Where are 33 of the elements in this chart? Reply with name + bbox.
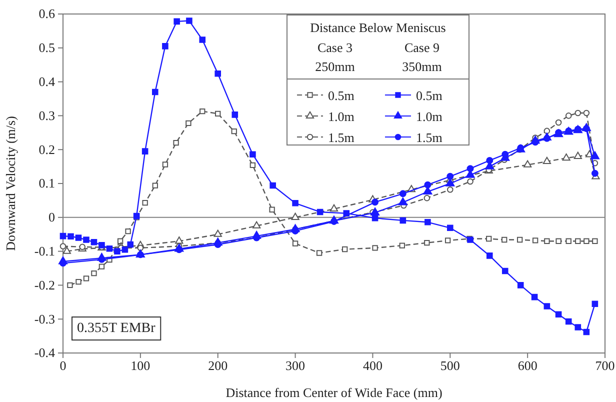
annotation: 0.355T EMBr (77, 321, 156, 336)
x-tick-label: 400 (362, 358, 382, 374)
legend-label: 1.0m (328, 109, 354, 124)
y-tick-label: -0.4 (34, 345, 56, 360)
y-tick-label: -0.1 (34, 243, 55, 258)
y-tick-label: -0.3 (34, 311, 55, 326)
annotation: Case 9 (404, 40, 440, 55)
y-axis-title: Downward Velocity (m/s) (3, 116, 18, 251)
x-axis-title: Distance from Center of Wide Face (mm) (226, 385, 442, 400)
legend-label: 0.5m (416, 88, 442, 103)
y-tick-label: -0.2 (34, 277, 55, 292)
legend-label: 1.5m (328, 130, 354, 145)
legend-label: 1.0m (416, 109, 442, 124)
x-tick-label: 100 (130, 358, 150, 374)
x-tick-label: 200 (208, 358, 228, 374)
y-tick-label: 0.6 (38, 6, 56, 22)
x-tick-label: 600 (518, 358, 538, 374)
x-tick-label: 0 (60, 358, 66, 374)
y-tick-label: 0.2 (38, 142, 55, 157)
legend-label: 1.5m (416, 130, 442, 145)
annotation: Case 3 (317, 40, 353, 55)
y-tick-label: 0 (48, 210, 55, 225)
x-tick-label: 300 (286, 358, 306, 374)
y-tick-label: 0.3 (38, 108, 55, 123)
legend-label: 0.5m (328, 88, 354, 103)
annotation: 250mm (315, 59, 355, 74)
x-tick-label: 700 (595, 358, 615, 374)
y-tick-label: 0.5 (38, 40, 55, 56)
x-tick-label: 500 (440, 358, 460, 374)
y-tick-label: 0.4 (38, 74, 56, 89)
legend-title: Distance Below Meniscus (310, 20, 446, 35)
annotation: 350mm (402, 59, 442, 74)
y-tick-label: 0.1 (38, 176, 55, 191)
